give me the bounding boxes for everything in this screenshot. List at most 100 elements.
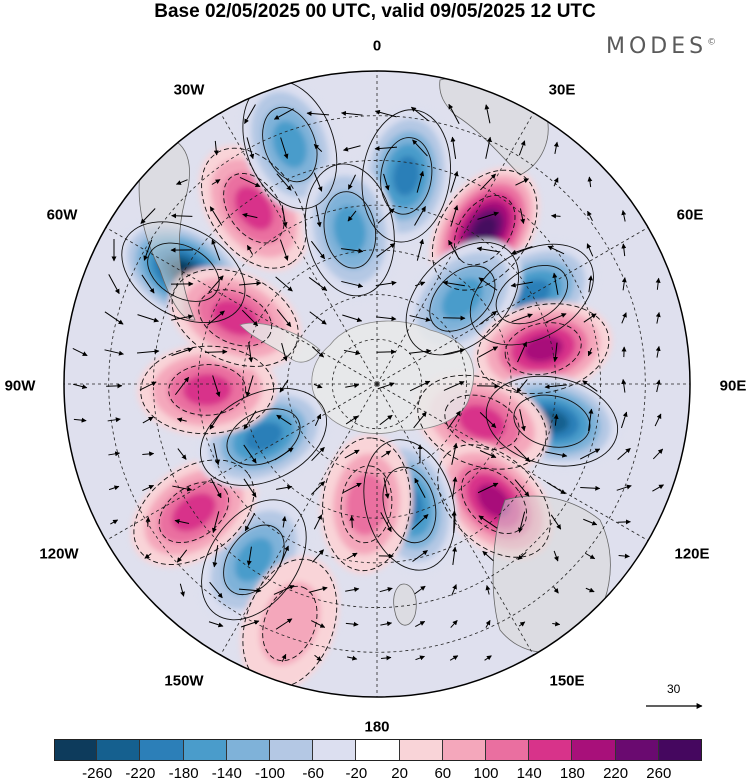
colorbar-tick-label: -220: [125, 765, 156, 782]
wind-vector: [309, 311, 327, 325]
wind-vector: [450, 204, 459, 227]
wind-vector: [451, 476, 458, 499]
wind-vector: [552, 621, 561, 627]
wind-vector: [281, 205, 288, 228]
wind-vector: [412, 139, 428, 157]
wind-vector: [239, 176, 261, 188]
wind-vector: [310, 240, 326, 260]
wind-vector: [313, 172, 323, 192]
colorbar-tick-label: 140: [516, 765, 542, 782]
colorbar-swatch: [54, 739, 98, 761]
wind-vector: [274, 447, 294, 461]
wind-vector: [517, 552, 527, 560]
wind-vector: [108, 274, 120, 295]
wind-vector: [514, 479, 530, 497]
wind-vector: [276, 309, 292, 327]
wind-vector: [211, 179, 221, 185]
colorbar-tick-label: -100: [254, 765, 286, 782]
wind-vector: [451, 584, 457, 596]
wind-vector: [585, 587, 595, 593]
wind-vector: [513, 445, 531, 463]
wind-vector: [212, 545, 219, 568]
wind-vector: [246, 137, 255, 160]
wind-vector: [519, 208, 526, 225]
wind-vector: [377, 382, 395, 390]
wind-vector: [655, 311, 661, 324]
wind-vector: [447, 410, 461, 430]
wind-vector: [517, 341, 527, 363]
wind-vector: [583, 313, 597, 323]
wind-vector: [345, 587, 360, 592]
wind-vector: [587, 176, 593, 188]
colorbar-tick-label: 60: [434, 765, 452, 782]
wind-vector: [174, 518, 190, 525]
wind-vector: [177, 448, 187, 460]
wind-vector: [276, 173, 292, 191]
wind-vector: [511, 313, 533, 323]
wind-vector: [342, 314, 363, 323]
wind-vector: [381, 450, 392, 458]
wind-vector: [476, 383, 500, 389]
wind-vector: [104, 311, 124, 325]
wind-vector: [579, 448, 601, 460]
colorbar-tick-label: 20: [391, 765, 408, 782]
wind-vector: [476, 246, 499, 253]
wind-vector: [652, 448, 664, 460]
wind-vector: [448, 103, 460, 124]
colorbar-tick-label: -20: [345, 765, 368, 782]
wind-vector: [315, 205, 322, 228]
wind-vector: [588, 275, 593, 293]
wind-vector: [587, 408, 594, 431]
wind-vector: [416, 238, 425, 261]
wind-vector: [413, 411, 427, 429]
wind-vector: [409, 315, 431, 322]
reference-vector-label: 30: [667, 682, 681, 696]
colorbar-swatch: [140, 739, 184, 761]
wind-vector: [375, 280, 397, 286]
wind-vector: [479, 411, 497, 429]
wind-vector: [276, 484, 293, 490]
wind-vector: [341, 248, 364, 254]
wind-vector: [518, 621, 526, 627]
wind-vector: [281, 343, 288, 362]
wind-vector: [210, 478, 222, 499]
wind-vector: [243, 410, 257, 430]
wind-vector: [238, 588, 262, 594]
colorbar-swatch: [313, 739, 357, 761]
wind-vector: [137, 314, 159, 323]
wind-vector: [142, 451, 155, 457]
wind-vector: [414, 477, 426, 498]
wind-vector: [451, 510, 457, 534]
colorbar-swatch: [486, 739, 530, 761]
wind-vector: [655, 345, 661, 358]
wind-vector: [383, 173, 390, 191]
wind-vector: [347, 655, 358, 661]
antarctica-landmass: [239, 320, 474, 434]
wind-vector: [654, 413, 662, 427]
wind-vector: [208, 621, 224, 628]
anomaly-center: [474, 301, 613, 396]
wind-vector: [279, 379, 289, 393]
lon-label-30w: 30W: [173, 81, 205, 99]
wind-vector: [620, 411, 628, 429]
anomaly-center: [240, 555, 340, 692]
wind-vector: [204, 349, 228, 355]
brand-mark: ©: [707, 37, 717, 48]
colorbar-tick-label: -60: [302, 765, 325, 782]
wind-vector: [416, 170, 425, 193]
wind-vector: [448, 239, 460, 260]
wind-vector: [174, 376, 190, 396]
wind-vector: [482, 550, 494, 562]
wind-vector: [245, 375, 254, 398]
new-zealand-landmass: [393, 583, 417, 626]
wind-vector: [655, 379, 661, 393]
wind-vector: [550, 213, 561, 219]
wind-vector: [442, 315, 466, 321]
wind-vector: [136, 348, 160, 354]
wind-vector: [345, 415, 359, 425]
wind-vector: [478, 277, 498, 291]
colorbar-tick-label: 100: [473, 765, 499, 782]
wind-vector: [618, 553, 630, 559]
wind-vector: [144, 553, 152, 559]
wind-vector: [209, 206, 223, 226]
